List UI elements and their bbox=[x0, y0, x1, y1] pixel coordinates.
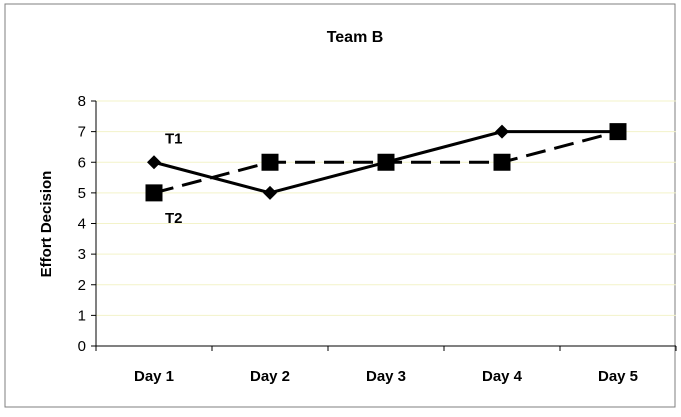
y-tick-label: 8 bbox=[78, 93, 86, 110]
square-marker bbox=[493, 153, 511, 171]
y-tick-label: 2 bbox=[78, 277, 86, 294]
axes: 0 1 2 3 4 5 6 7 8 Day 1 Day 2 Day 3 Day 4 Day 5 bbox=[78, 93, 677, 385]
chart-title: Team B bbox=[327, 29, 384, 46]
series-markers bbox=[145, 123, 627, 202]
series-label-t1: T1 bbox=[165, 130, 183, 147]
diamond-marker bbox=[263, 185, 277, 200]
x-tick-label: Day 4 bbox=[482, 368, 523, 385]
square-marker bbox=[377, 153, 395, 171]
y-tick-label: 3 bbox=[78, 246, 86, 263]
diamond-marker bbox=[495, 124, 509, 139]
y-tick-label: 4 bbox=[78, 216, 86, 233]
square-marker bbox=[145, 184, 163, 202]
square-marker bbox=[261, 153, 279, 171]
data-labels: T1 T2 bbox=[165, 130, 183, 227]
y-tick-label: 0 bbox=[78, 338, 86, 355]
square-marker bbox=[609, 123, 627, 141]
x-tick-label: Day 1 bbox=[134, 368, 174, 385]
y-tick-label: 7 bbox=[78, 124, 86, 141]
y-tick-label: 1 bbox=[78, 307, 86, 324]
x-tick-label: Day 5 bbox=[598, 368, 638, 385]
series-label-t2: T2 bbox=[165, 210, 183, 227]
y-tick-label: 6 bbox=[78, 154, 86, 171]
chart-border bbox=[4, 3, 676, 408]
y-axis-title: Effort Decision bbox=[38, 171, 55, 278]
diamond-marker bbox=[147, 155, 161, 170]
x-tick-label: Day 3 bbox=[366, 368, 406, 385]
y-tick-label: 5 bbox=[78, 185, 86, 202]
x-tick-label: Day 2 bbox=[250, 368, 290, 385]
